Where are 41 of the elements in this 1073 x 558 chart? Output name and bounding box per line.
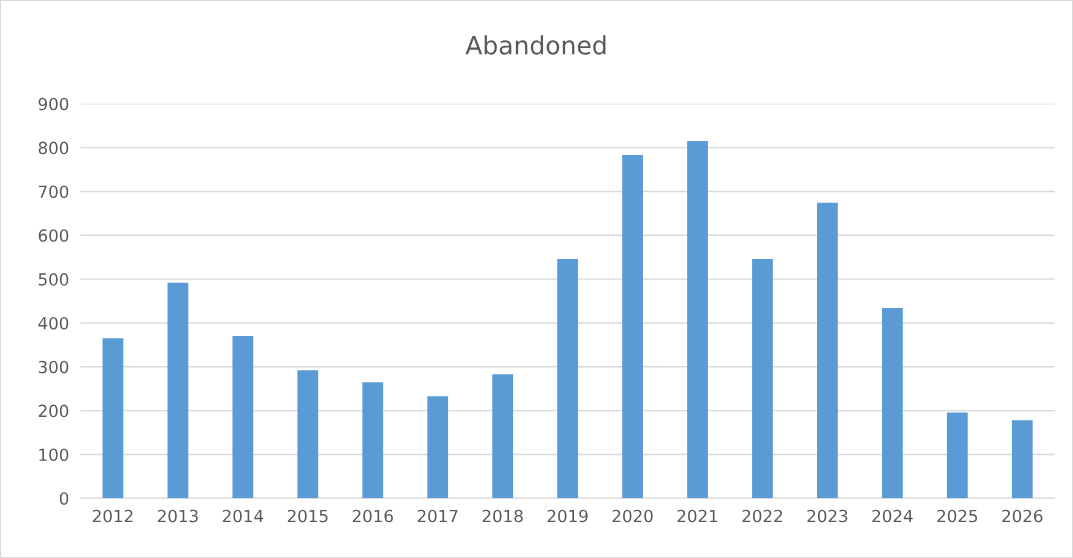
x-tick-label: 2015 [287,509,328,523]
y-tick-label: 400 [38,316,69,330]
bar [622,155,643,499]
bar [362,382,384,499]
bar [817,202,838,499]
x-tick-label: 2021 [677,509,718,523]
y-tick-label: 600 [38,229,69,242]
y-tick-label: 100 [39,448,69,462]
bar [427,396,449,499]
bar [102,338,124,499]
x-tick-label: 2026 [1002,509,1043,523]
x-tick-label: 2024 [872,509,913,523]
bar [167,282,189,499]
x-tick-label: 2014 [222,509,264,523]
bar [946,412,968,499]
chart-title: Abandoned [465,35,606,55]
y-tick-label: 700 [38,185,69,199]
bar [297,370,319,499]
x-tick-label: 2025 [937,509,978,523]
bar [752,258,773,499]
y-tick-label: 800 [38,141,69,155]
y-tick-label: 500 [38,273,69,286]
x-tick-label: 2018 [482,509,523,523]
x-tick-label: 2013 [157,509,198,523]
y-tick-label: 900 [38,97,69,111]
x-tick-label: 2017 [417,509,458,523]
bar [881,308,903,499]
x-tick-label: 2023 [807,509,848,523]
bar [492,374,514,499]
bar [687,141,708,499]
x-tick-label: 2022 [742,509,783,523]
y-tick-label: 200 [38,404,69,418]
bar [1011,420,1033,499]
x-tick-label: 2019 [547,509,588,523]
x-tick-label: 2016 [352,509,393,523]
y-tick-label: 300 [38,360,69,374]
x-tick-label: 2012 [92,509,133,523]
bar [557,258,579,499]
y-tick-label: 0 [59,492,69,505]
x-tick-label: 2020 [612,509,653,523]
bar [232,336,254,499]
